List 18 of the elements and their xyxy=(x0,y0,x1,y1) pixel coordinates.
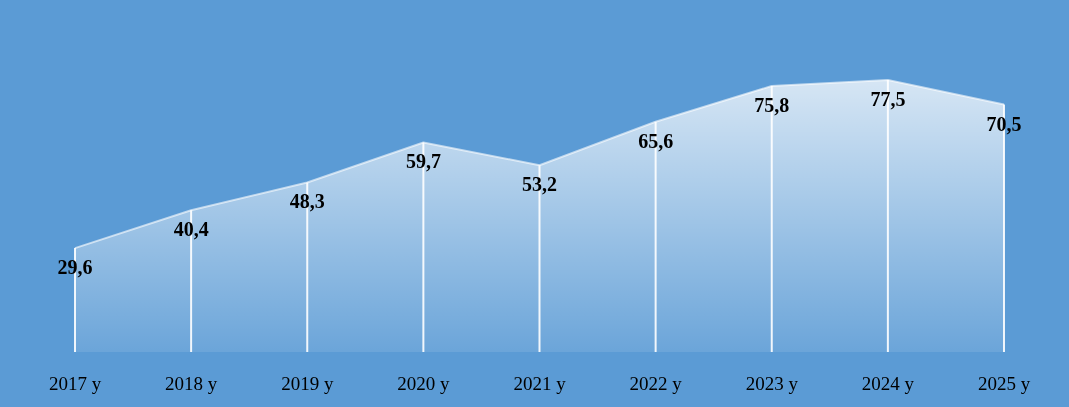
data-label: 75,8 xyxy=(754,93,790,116)
data-label: 40,4 xyxy=(173,218,209,241)
data-label: 48,3 xyxy=(289,190,325,213)
data-label: 53,2 xyxy=(522,173,557,196)
x-tick-label: 2017 y xyxy=(48,373,102,394)
data-label: 65,6 xyxy=(638,129,674,152)
data-label: 70,5 xyxy=(986,112,1022,135)
data-label: 29,6 xyxy=(57,256,93,279)
data-label: 77,5 xyxy=(870,88,906,110)
x-tick-label: 2022 y xyxy=(629,373,683,394)
x-tick-label: 2025 y xyxy=(977,373,1031,394)
x-tick-label: 2024 y xyxy=(861,373,915,394)
x-tick-label: 2020 y xyxy=(397,373,450,394)
x-tick-label: 2023 y xyxy=(745,373,799,394)
x-tick-label: 2018 y xyxy=(165,373,218,394)
x-tick-label: 2021 y xyxy=(513,373,567,394)
x-tick-label: 2019 y xyxy=(281,373,334,394)
data-label: 59,7 xyxy=(405,150,441,173)
